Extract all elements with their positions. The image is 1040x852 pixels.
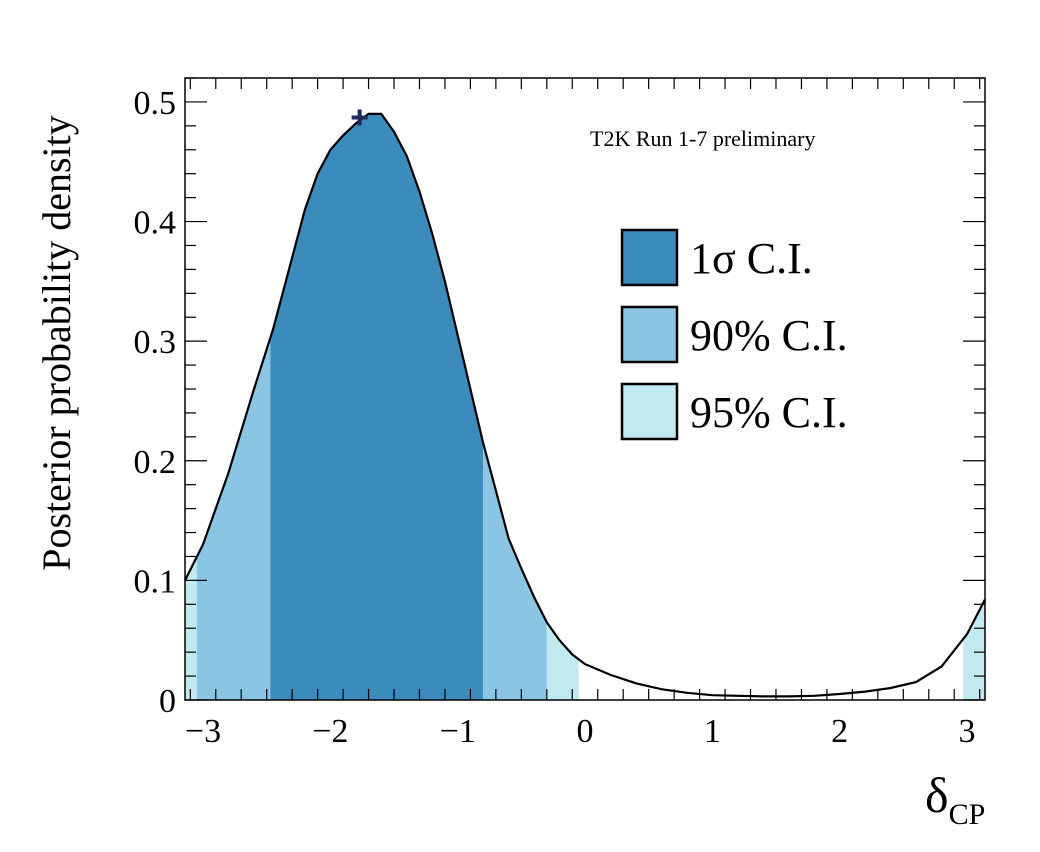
interval-fill-95-c-i--2 [963, 599, 985, 700]
best-fit-marker [351, 109, 368, 126]
y-tick-label: 0.2 [134, 444, 177, 481]
legend-swatch [620, 228, 679, 287]
chart-annotation: T2K Run 1-7 preliminary [590, 126, 815, 151]
x-axis-title: δCP [925, 767, 985, 831]
legend-label: 1σ C.I. [690, 234, 813, 283]
credible-interval-fills [185, 113, 985, 700]
x-tick-label: 1 [704, 713, 721, 750]
legend-label: 90% C.I. [690, 311, 848, 360]
posterior-curve-layer [184, 112, 986, 698]
legend-label: 95% C.I. [690, 388, 848, 437]
x-tick-label: −3 [185, 713, 221, 750]
interval-fill-90-c-i--1 [483, 442, 547, 700]
x-tick-label: −1 [440, 713, 476, 750]
x-tick-label: 3 [958, 713, 975, 750]
x-tick-label: −2 [312, 713, 348, 750]
plot-frame [184, 77, 986, 701]
interval-fill-1-c-i--0 [270, 113, 484, 700]
x-tick-label: 2 [831, 713, 848, 750]
x-axis-symbol: δ [925, 767, 949, 823]
x-tick-labels: −3 −2 −1 0 1 2 3 [185, 713, 976, 750]
x-tick-label: 0 [577, 713, 594, 750]
legend: 1σ C.I. 90% C.I. 95% C.I. [620, 228, 848, 441]
legend-swatch [620, 305, 679, 364]
x-axis-subscript: CP [949, 798, 986, 831]
axis-ticks [185, 77, 985, 701]
y-tick-labels: 0 0.1 0.2 0.3 0.4 0.5 [134, 85, 177, 720]
y-tick-label: 0.5 [134, 85, 177, 122]
y-tick-label: 0 [159, 683, 176, 720]
y-tick-label: 0.3 [134, 324, 177, 361]
y-tick-label: 0.4 [134, 205, 177, 242]
interval-fill-90-c-i--0 [196, 337, 271, 700]
posterior-curve [184, 112, 986, 698]
interval-fill-95-c-i--1 [546, 622, 579, 700]
legend-swatch [620, 382, 679, 441]
y-tick-label: 0.1 [134, 563, 177, 600]
y-axis-title: Posterior probability density [34, 115, 79, 571]
